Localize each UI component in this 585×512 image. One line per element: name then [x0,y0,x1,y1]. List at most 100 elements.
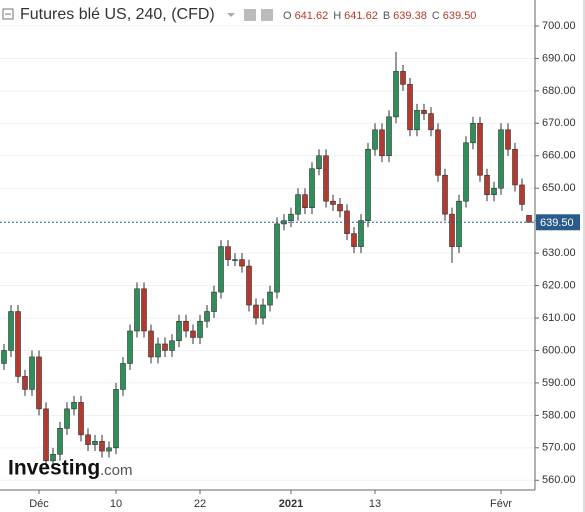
y-tick-label: 690.00 [542,52,576,64]
y-tick-label: 590.00 [542,377,576,389]
candle-body [267,291,273,306]
candle-body [365,148,371,221]
last-price-label: 639.50 [540,217,574,229]
candle-body [78,402,84,436]
candle-body [232,259,238,261]
candle-body [379,129,385,157]
candle-body [141,288,147,332]
candle-body [99,441,105,452]
ohlc-value: 641.62 [344,10,378,22]
ohlc-key: H [333,10,341,22]
candle-body [22,376,28,390]
candle-body [176,320,182,342]
x-tick-label: Déc [29,498,49,510]
candle-body [477,123,483,176]
candle-body [337,204,343,212]
candle-body [162,343,168,351]
candle-body [498,129,504,189]
candle-body [407,84,413,131]
ohlc-key: C [432,10,440,22]
candle-body [246,265,252,306]
ohlc-key: O [283,10,292,22]
candle-body [519,184,525,205]
candle-body [421,110,427,114]
ohlc-readout: O 641.62 H 641.62 B 639.38 C 639.50 [283,10,476,22]
candle-body [50,454,56,462]
brand-name: Investing [8,457,100,480]
candle-body [43,408,49,462]
candle-body [204,311,210,322]
candle-body [428,113,434,131]
candle-body [442,174,448,215]
candle-body [470,123,476,144]
candle-body [491,187,497,196]
candle-body [127,330,133,364]
x-tick-label: 2021 [279,498,303,510]
candle-body [148,330,154,358]
candle-body [57,428,63,455]
candle-body [260,304,266,319]
candle-body [358,220,364,247]
x-tick-label: 10 [110,498,122,510]
y-tick-label: 610.00 [542,312,576,324]
candle-body [386,116,392,157]
candle-body [106,447,112,452]
x-tick-label: Févr [490,498,512,510]
candle-body [330,200,336,205]
settings-icon[interactable] [244,9,256,21]
candle-body [225,246,231,260]
ohlc-value: 639.38 [393,10,427,22]
close-icon[interactable] [261,9,273,21]
candle-body [211,291,217,312]
y-tick-label: 580.00 [542,409,576,421]
candle-body [484,174,490,196]
candle-body [316,155,322,170]
candle-body [64,408,70,429]
candle-body [288,213,294,221]
collapse-icon[interactable] [2,8,14,20]
y-tick-label: 620.00 [542,279,576,291]
x-tick-label: 22 [194,498,206,510]
y-tick-label: 670.00 [542,117,576,129]
ohlc-value: 639.50 [443,10,477,22]
ohlc-key: B [383,10,390,22]
candle-body [190,330,196,338]
candle-body [218,246,224,293]
candle-body [505,129,511,150]
dropdown-icon[interactable] [227,13,235,17]
candle-body [512,148,518,186]
brand-suffix: .com [100,462,133,479]
x-tick-label: 13 [369,498,381,510]
candle-body [36,356,42,410]
candle-body [85,434,91,445]
candle-body [414,110,420,131]
candle-body [323,155,329,202]
candle-body [295,194,301,215]
candle-body [239,259,245,267]
candle-body [29,356,35,390]
ohlc-value: 641.62 [295,10,329,22]
last-price-tag [536,214,580,231]
y-tick-label: 680.00 [542,85,576,97]
y-tick-label: 650.00 [542,182,576,194]
candle-body [351,233,357,247]
candle-body [456,200,462,247]
y-tick-label: 570.00 [542,442,576,454]
y-tick-label: 660.00 [542,150,576,162]
y-tick-label: 560.00 [542,474,576,486]
candle-body [393,71,399,118]
candle-body [435,129,441,176]
candle-body [526,215,532,223]
candle-body [372,129,378,150]
candle-body [302,194,308,208]
candle-body [183,320,189,332]
candle-body [8,311,14,351]
y-tick-label: 700.00 [542,20,576,32]
candle-body [449,213,455,247]
candle-body [463,142,469,202]
chart-title: Futures blé US, 240, (CFD) [20,6,215,23]
y-tick-label: 630.00 [542,247,576,259]
candle-body [253,304,259,319]
